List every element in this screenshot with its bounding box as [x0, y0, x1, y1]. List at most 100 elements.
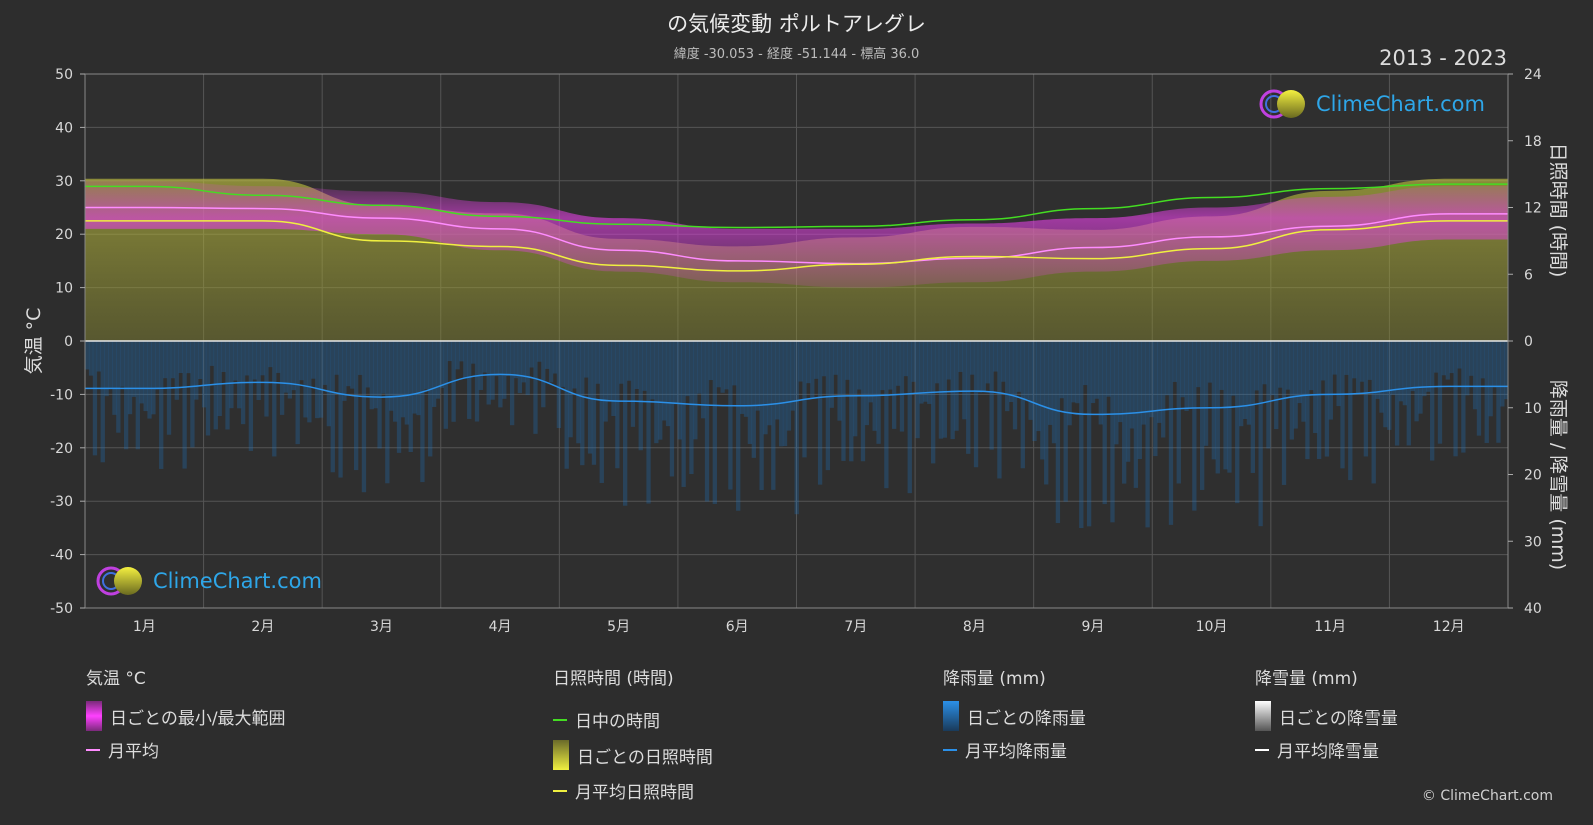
rain-bar: [638, 341, 643, 451]
legend-snow: 降雪量 (mm) 日ごとの降雪量 月平均降雪量: [1255, 664, 1398, 762]
rain-bar: [1270, 341, 1275, 396]
rain-bar: [790, 341, 795, 411]
rain-bar: [1453, 341, 1458, 457]
rain-bar: [190, 341, 195, 448]
rain-bar: [279, 341, 285, 415]
rain-bar: [1157, 341, 1162, 423]
rain-bar: [127, 341, 133, 415]
rain-bar: [903, 341, 909, 377]
rain-bar: [892, 341, 897, 429]
rain-bar: [443, 341, 448, 429]
rain-bar: [560, 341, 565, 387]
rain-bar: [576, 341, 581, 444]
rain-bar: [681, 341, 686, 487]
rain-bar: [1164, 341, 1170, 396]
rain-bar: [1406, 341, 1411, 446]
rain-bar: [755, 341, 760, 411]
rain-bar: [603, 341, 608, 422]
rain-bar: [381, 341, 386, 394]
rain-bar: [1083, 341, 1088, 386]
y-axis-label-right-top: 日照時間 (時間): [1547, 143, 1569, 278]
y-tick-label-right: 12: [1524, 201, 1542, 217]
rain-bar: [424, 341, 429, 390]
rain-bar: [1457, 341, 1462, 369]
rain-bar: [377, 341, 382, 449]
rain-bar: [973, 341, 979, 468]
sunshine-mean-swatch: [553, 789, 567, 792]
legend-title: 気温 °C: [86, 669, 146, 689]
rain-bar: [221, 341, 226, 373]
rain-bar: [591, 341, 597, 465]
legend-temperature: 気温 °C 日ごとの最小/最大範囲 月平均: [86, 664, 286, 762]
rain-bar: [650, 341, 655, 400]
rain-bar: [100, 341, 105, 463]
rain-bar: [587, 341, 593, 454]
rain-bar: [665, 341, 671, 427]
rain-bar: [1394, 341, 1400, 446]
rain-bar: [88, 341, 94, 376]
rain-bar: [712, 341, 717, 504]
rain-bar: [1461, 341, 1466, 453]
rain-bar: [1391, 341, 1396, 395]
rain-bar: [1281, 341, 1287, 485]
logo-text: ClimeChart.com: [153, 569, 322, 593]
rain-bar: [1480, 341, 1486, 379]
rain-bar: [1125, 341, 1131, 462]
rain-bar: [607, 341, 612, 401]
rain-bar: [845, 341, 850, 380]
legend-title: 降雪量 (mm): [1255, 669, 1358, 689]
rain-bar: [1223, 341, 1228, 470]
rain-bar: [962, 341, 967, 420]
rain-bar: [1476, 341, 1482, 436]
rain-bar: [291, 341, 296, 391]
x-tick-label: 6月: [726, 619, 749, 635]
rain-bar: [303, 341, 308, 418]
rain-bar: [556, 341, 562, 429]
rain-bar: [899, 341, 905, 432]
rain-bar: [1355, 341, 1361, 395]
rain-bar: [1324, 341, 1330, 457]
legend-label: 日ごとの日照時間: [577, 747, 713, 768]
rain-bar: [661, 341, 667, 421]
rain-bar: [1020, 341, 1025, 469]
rain-bar: [1367, 341, 1372, 380]
y-tick-label-left: -40: [50, 548, 73, 564]
rain-bar: [642, 341, 647, 391]
rain-bar: [580, 341, 585, 466]
rain-bar: [630, 341, 636, 427]
rain-bar: [623, 341, 628, 506]
rain-bar: [1028, 341, 1033, 420]
legend-rain: 降雨量 (mm) 日ごとの降雨量 月平均降雨量: [943, 664, 1086, 762]
rain-bar: [697, 341, 702, 394]
rain-bar: [950, 341, 955, 440]
rain-bar: [1005, 341, 1010, 412]
rain-mean-swatch: [943, 748, 957, 751]
rain-bar: [958, 341, 963, 372]
rain-bar: [1336, 341, 1341, 407]
rain-bar: [798, 341, 803, 382]
rain-bar: [85, 341, 90, 370]
rain-bar: [201, 341, 207, 408]
y-tick-label-right: 6: [1524, 267, 1533, 283]
rain-bar: [1320, 341, 1326, 381]
rain-bar: [1375, 341, 1380, 399]
rain-bar: [1129, 341, 1135, 429]
rain-bar: [1188, 341, 1193, 409]
y-tick-label-right: 0: [1524, 334, 1533, 350]
rain-bar: [814, 341, 819, 379]
temperature-mean-line: [85, 206, 1508, 265]
rain-bar: [486, 341, 491, 405]
rain-bar: [135, 341, 140, 450]
rain-bar: [853, 341, 858, 437]
rain-bar: [120, 341, 125, 387]
rain-bar: [1161, 341, 1166, 438]
rain-bar: [1040, 341, 1045, 460]
legend-item: 月平均降雨量: [943, 737, 1086, 762]
rain-bar: [112, 341, 117, 415]
rain-bar: [521, 341, 526, 383]
rain-bar: [1055, 341, 1061, 524]
y-tick-label-right: 10: [1524, 401, 1542, 417]
x-tick-label: 2月: [251, 619, 274, 635]
rain-bar: [751, 341, 756, 458]
rain-bar: [1246, 341, 1252, 425]
